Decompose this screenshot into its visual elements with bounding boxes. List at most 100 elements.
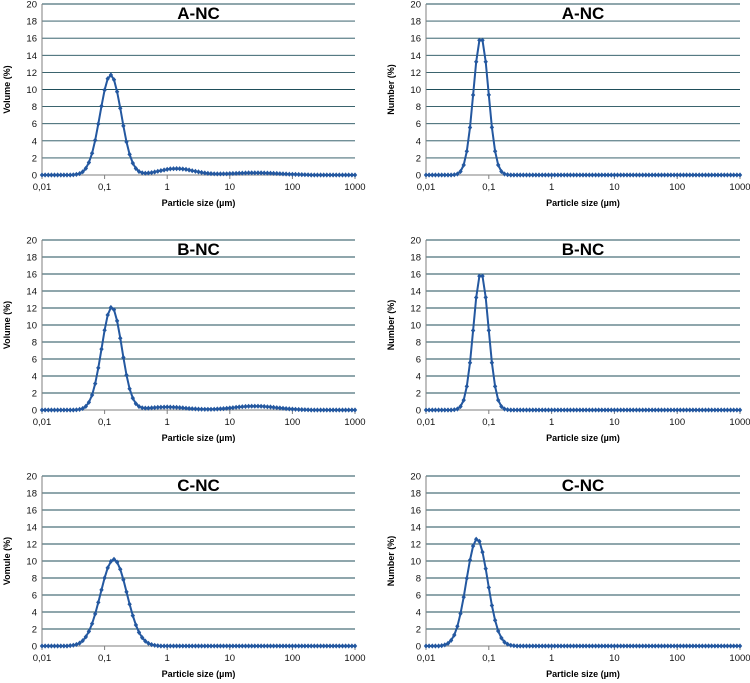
data-point-marker [262, 403, 267, 410]
data-point-marker [653, 643, 658, 649]
data-point-marker [637, 643, 642, 649]
data-point-marker [627, 643, 633, 649]
y-tick-label: 2 [416, 389, 421, 400]
data-point-marker [46, 407, 51, 413]
data-point-marker [177, 405, 182, 411]
data-point-marker [218, 643, 223, 649]
x-tick-label: 10 [225, 417, 236, 428]
y-axis-label: Vomule (%) [2, 537, 12, 585]
data-point-marker [703, 172, 708, 178]
data-point-marker [477, 273, 482, 279]
data-point-marker [108, 304, 114, 311]
data-point-marker [158, 643, 164, 649]
y-tick-label: 2 [32, 389, 37, 400]
data-point-marker [675, 643, 680, 649]
data-point-marker [149, 405, 154, 411]
x-tick-label: 1000 [729, 182, 750, 193]
data-point-marker [271, 404, 276, 410]
data-point-marker [349, 407, 355, 413]
data-point-marker [530, 407, 535, 413]
data-point-marker [470, 92, 476, 98]
data-point-marker [77, 640, 82, 646]
data-point-marker [574, 643, 579, 649]
chart-panel-6: 0 2 4 6 8 10 12 14 16 18 20 0,01 0,1 1 10 100 1000 C-NC Pa… [386, 472, 750, 680]
data-point-marker [168, 166, 173, 172]
data-point-marker [587, 172, 592, 178]
y-tick-label: 10 [410, 85, 421, 96]
data-point-marker [233, 643, 239, 649]
data-point-marker [662, 643, 667, 649]
y-tick-label: 20 [26, 0, 37, 11]
data-point-marker [489, 360, 495, 366]
data-point-marker [352, 643, 358, 649]
data-point-marker [118, 566, 123, 572]
data-point-marker [243, 643, 248, 649]
data-point-marker [212, 171, 217, 177]
data-point-marker [312, 407, 317, 413]
data-point-marker [536, 643, 542, 649]
data-point-marker [671, 407, 677, 413]
data-point-marker [448, 407, 454, 413]
data-point-marker [177, 166, 182, 172]
data-point-marker [334, 407, 339, 413]
data-point-marker [121, 123, 126, 129]
data-point-marker [237, 404, 242, 410]
data-point-marker [712, 643, 718, 649]
data-point-marker [590, 172, 595, 178]
data-point-marker [693, 643, 699, 649]
data-point-marker [700, 407, 705, 413]
data-point-marker [155, 404, 160, 410]
data-point-marker [565, 643, 570, 649]
x-tick-label: 0,1 [482, 182, 495, 193]
data-point-marker [102, 327, 107, 333]
data-point-marker [330, 407, 336, 413]
y-tick-label: 16 [410, 506, 421, 517]
data-point-marker [224, 405, 229, 411]
data-point-marker [571, 407, 576, 413]
data-point-marker [52, 643, 57, 649]
data-point-marker [474, 294, 479, 301]
data-point-marker [609, 407, 614, 413]
y-tick-label: 14 [410, 51, 421, 62]
data-point-marker [649, 172, 655, 178]
y-axis-label: Volume (%) [2, 301, 12, 349]
y-tick-label: 14 [410, 287, 421, 298]
data-point-marker [215, 406, 220, 412]
data-point-marker [309, 643, 314, 649]
data-point-marker [725, 407, 730, 413]
data-point-marker [208, 171, 214, 177]
data-point-marker [643, 172, 648, 178]
data-point-marker [643, 407, 648, 413]
data-point-marker [571, 643, 576, 649]
data-point-marker [675, 407, 680, 413]
data-point-marker [240, 170, 245, 176]
data-point-marker [540, 407, 545, 413]
data-point-marker [436, 172, 441, 178]
data-point-marker [127, 601, 132, 607]
chart-title: A-NC [177, 4, 220, 23]
data-point-marker [77, 406, 82, 412]
data-point-marker [89, 392, 95, 398]
data-point-marker [280, 405, 286, 411]
data-point-marker [86, 399, 92, 405]
x-axis-label: Particle size (µm) [546, 669, 620, 679]
data-point-marker [464, 383, 469, 389]
data-point-marker [161, 404, 167, 410]
y-tick-label: 10 [410, 321, 421, 332]
x-tick-label: 0,1 [98, 417, 111, 428]
data-point-marker [615, 407, 620, 413]
data-point-marker [55, 643, 60, 649]
data-point-marker [305, 172, 311, 178]
data-point-marker [262, 170, 267, 176]
data-point-marker [258, 643, 264, 649]
data-point-marker [609, 643, 614, 649]
data-point-marker [643, 643, 648, 649]
data-point-marker [697, 407, 702, 413]
data-point-marker [543, 643, 548, 649]
y-tick-label: 0 [32, 171, 37, 182]
data-point-marker [161, 643, 167, 649]
x-tick-label: 1 [165, 417, 170, 428]
data-point-marker [546, 172, 551, 178]
data-point-marker [552, 407, 557, 413]
